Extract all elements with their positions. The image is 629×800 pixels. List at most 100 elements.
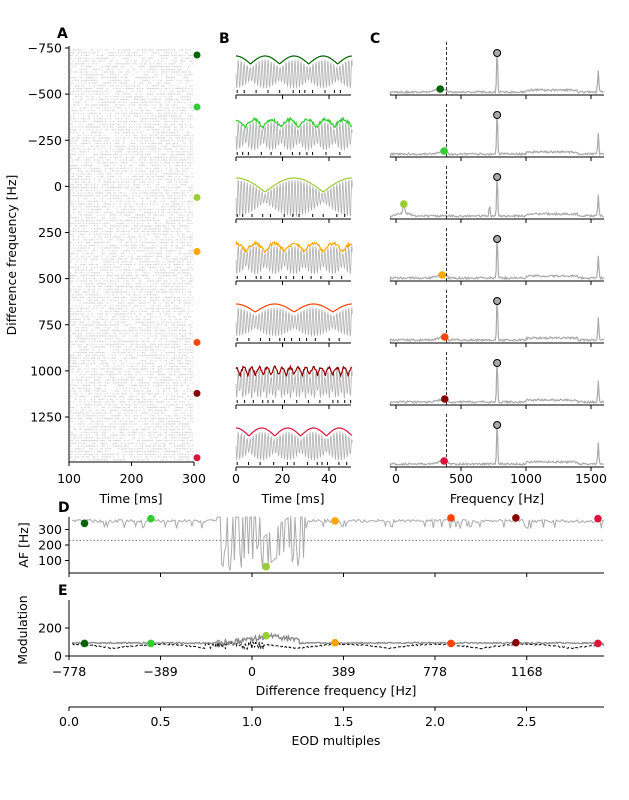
panelB-xtick-label: 20 (275, 471, 291, 486)
panel-label-E: E (58, 583, 68, 599)
panelE-xtick-label: 389 (332, 664, 356, 679)
panelB-xlabel: Time [ms] (260, 491, 324, 506)
panelA-marker (193, 51, 201, 59)
panelE-xtick-label: 1168 (511, 664, 543, 679)
af-peak-marker (436, 85, 445, 93)
panelA-ytick-label: −500 (28, 87, 62, 102)
envelope-trace (236, 303, 352, 313)
panelC-xlabel: Frequency [Hz] (450, 491, 544, 506)
spike-ticks (236, 152, 341, 155)
panelD-marker (594, 514, 602, 523)
spike-ticks (236, 90, 341, 93)
af-peak-marker (400, 200, 408, 208)
envelope-trace (235, 116, 353, 130)
panelA-marker (193, 389, 201, 397)
panelE-xtick-label: 778 (423, 664, 447, 679)
panelE-ylabel: Modulation (15, 595, 30, 664)
spike-ticks (236, 338, 340, 341)
carrier-trace (235, 120, 353, 152)
panelD-marker (262, 562, 270, 571)
power-spectrum (389, 55, 604, 96)
eod-tick-label: 0.0 (59, 714, 79, 729)
eod-peak-marker (493, 297, 502, 305)
panelA-xtick-label: 300 (182, 471, 206, 486)
panel-label-A: A (57, 26, 68, 42)
panelA-marker (193, 338, 201, 346)
af-peak-marker (440, 395, 449, 403)
envelope-trace (236, 177, 352, 193)
carrier-trace (235, 58, 353, 90)
spike-ticks (236, 400, 352, 403)
panelA-xlabel: Time [ms] (98, 491, 162, 506)
panelE-marker (447, 639, 455, 648)
panelA-ytick-label: −250 (28, 133, 62, 148)
power-spectrum (389, 115, 605, 158)
power-spectrum (389, 363, 605, 406)
carrier-trace (235, 179, 353, 218)
panelC-xtick-label: 1000 (510, 471, 542, 486)
eod-peak-marker (493, 235, 502, 243)
eod-peak-marker (493, 421, 502, 429)
power-spectrum (389, 239, 605, 282)
panelE-xlabel: Difference frequency [Hz] (256, 683, 417, 698)
af-peak-marker (438, 271, 446, 279)
envelope-trace (236, 55, 352, 65)
carrier-trace (235, 369, 353, 400)
panelA-ytick-label: 750 (38, 317, 62, 332)
panelD-ylabel: AF [Hz] (16, 522, 31, 567)
panelD-ytick-label: 300 (38, 522, 62, 537)
panelB-xtick-label: 40 (321, 471, 337, 486)
af-curve (71, 516, 605, 571)
eod-axis-label: EOD multiples (292, 733, 381, 748)
panelE-marker (80, 639, 89, 648)
panel-label-C: C (370, 31, 380, 47)
eod-tick-label: 0.5 (151, 714, 171, 729)
panelA-marker (193, 193, 201, 201)
panel-label-B: B (219, 31, 230, 47)
panelC-xtick-label: 0 (392, 471, 400, 486)
eod-tick-label: 2.5 (517, 714, 537, 729)
panelD-marker (447, 514, 455, 522)
panelE-xtick-label: −778 (52, 664, 86, 679)
panelE-xtick-label: −389 (143, 664, 177, 679)
carrier-trace (235, 430, 353, 462)
af-peak-marker (440, 333, 449, 341)
eod-peak-marker (493, 173, 502, 181)
panelB-xtick-label: 0 (232, 471, 240, 486)
panelA-marker (193, 454, 201, 462)
panelD-marker (147, 514, 155, 523)
spike-raster (70, 49, 193, 461)
eod-tick-label: 1.5 (334, 714, 354, 729)
carrier-trace (235, 245, 353, 275)
panelE-ytick-label: 0 (54, 649, 62, 664)
power-spectrum (389, 303, 605, 344)
eod-tick-label: 2.0 (425, 714, 445, 729)
panelD-ytick-label: 100 (38, 553, 62, 568)
panelE-xtick-label: 0 (248, 664, 256, 679)
panelD-marker (512, 514, 520, 522)
panelA-marker (193, 103, 201, 111)
power-spectrum (389, 426, 604, 468)
af-peak-marker (440, 457, 448, 465)
panelA-ytick-label: 0 (54, 179, 62, 194)
spike-ticks (236, 462, 348, 465)
spike-ticks (236, 276, 343, 279)
panelA-ylabel: Difference frequency [Hz] (4, 175, 19, 336)
panelD-marker (331, 517, 339, 525)
panelA-ytick-label: −750 (28, 41, 62, 56)
eod-peak-marker (493, 111, 502, 119)
panelE-marker (262, 631, 270, 640)
panelD-marker (80, 519, 89, 528)
panelA-ytick-label: 1250 (30, 410, 62, 425)
panelE-marker (147, 639, 155, 648)
envelope-trace (236, 427, 353, 437)
panel-label-D: D (58, 500, 70, 516)
panelC-xtick-label: 1500 (575, 471, 607, 486)
eod-peak-marker (493, 49, 502, 57)
envelope-trace (235, 240, 353, 254)
eod-tick-label: 1.0 (242, 714, 262, 729)
power-spectrum (389, 178, 605, 220)
eod-peak-marker (493, 359, 502, 367)
panelA-xtick-label: 200 (120, 471, 144, 486)
